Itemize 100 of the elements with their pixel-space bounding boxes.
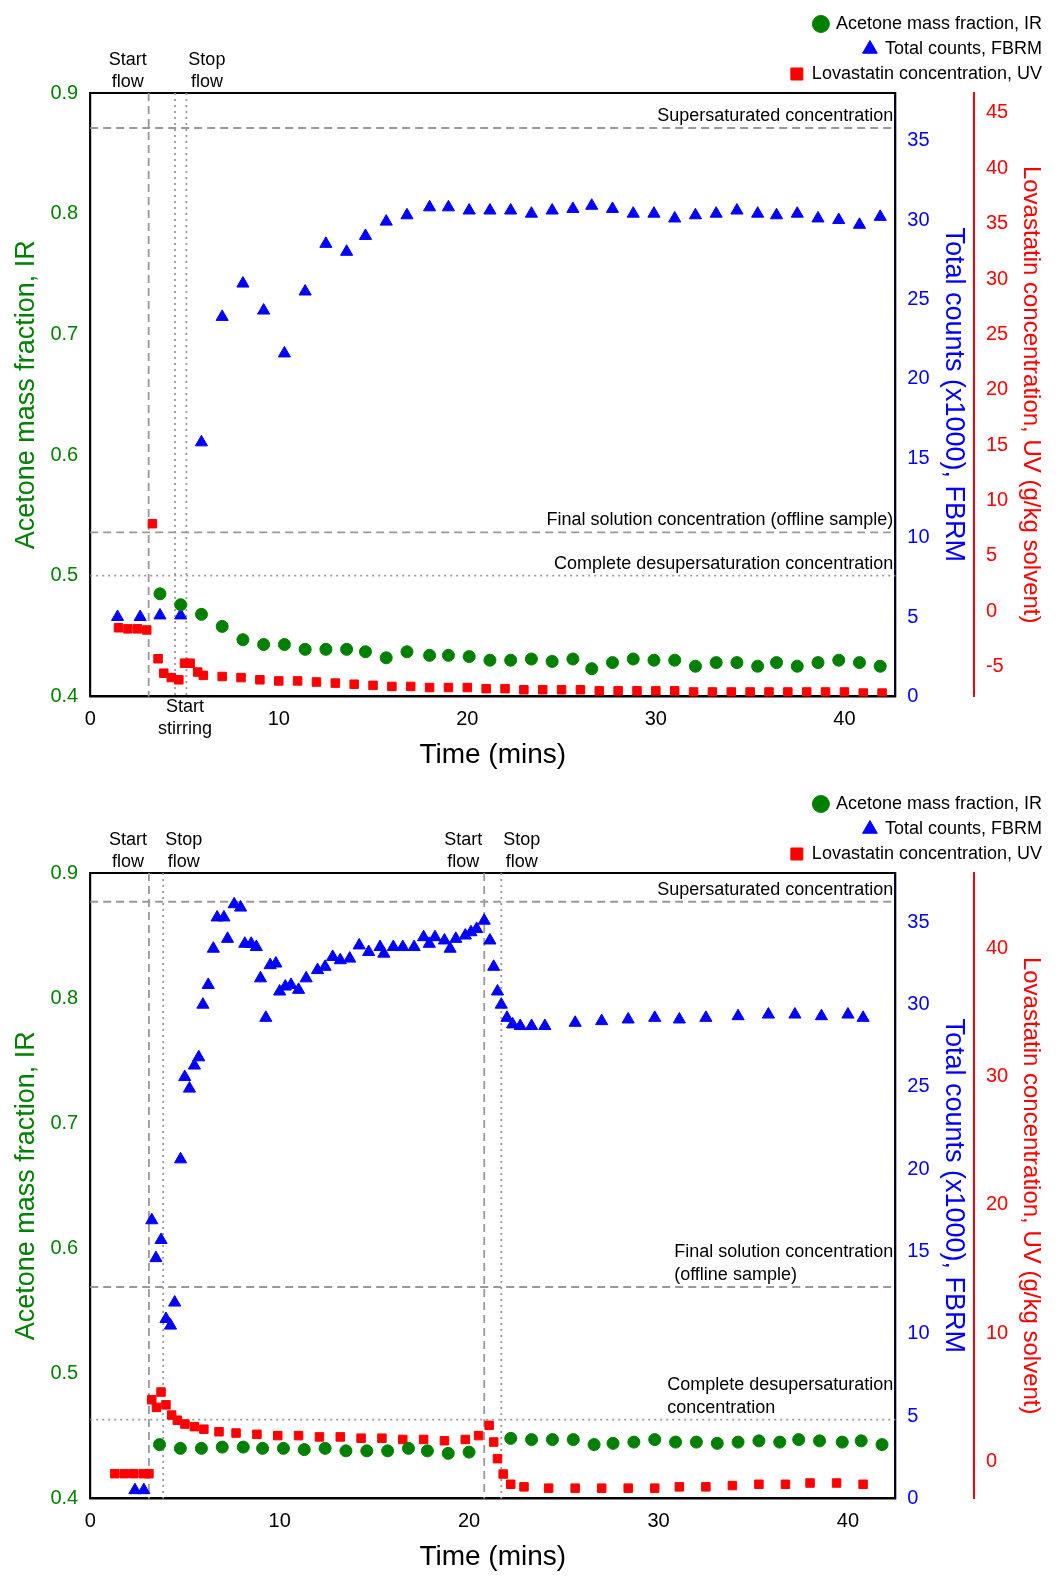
point [129,1468,139,1479]
y2-tick-label: 10 [907,1321,930,1344]
point [199,1424,209,1434]
ref-line-label: Start flow [108,828,147,871]
point [194,607,208,621]
y2-tick-label: 35 [907,128,930,151]
point [439,1435,450,1446]
point [123,624,133,634]
point [811,656,825,670]
point [110,1468,120,1479]
y3-tick-label: 40 [985,936,1009,959]
point [649,1483,660,1493]
point [488,1437,499,1447]
point [358,228,373,240]
point [340,244,354,256]
point [215,309,229,321]
y2-axis-title: Total counts (x1000), FBRM [940,1018,971,1354]
legend-label: Acetone mass fraction, IR [835,792,1043,813]
y3-tick-label: 20 [985,1192,1009,1215]
y3-tick-label: 35 [985,211,1009,234]
point [441,648,455,662]
point [877,688,887,697]
point [217,671,227,682]
point [566,652,580,666]
point [292,676,303,686]
y-tick-label: 0.6 [50,442,79,465]
point [575,685,586,695]
point [852,217,867,229]
y3-tick-label: 30 [985,1064,1009,1087]
point [858,1479,868,1490]
point [832,653,846,667]
point [174,598,188,612]
point [545,203,559,215]
point [156,1387,166,1397]
point [730,656,744,670]
point [398,1434,408,1445]
y-tick-label: 0.5 [50,1360,79,1383]
point [839,687,850,697]
point [236,672,246,683]
point [504,653,518,667]
ref-line-label: Start flow [108,48,147,91]
point [688,659,702,673]
point [730,203,744,215]
point [387,681,397,692]
point [481,683,491,694]
y-tick-label: 0.8 [50,201,79,224]
point [358,645,372,659]
point [556,685,567,695]
point [852,656,866,670]
y3-tick-label: 0 [985,598,998,621]
point [623,1483,633,1493]
y2-tick-label: 5 [907,1403,919,1426]
ref-line-label: Supersaturated concentration [657,104,894,125]
point [820,687,831,697]
point [626,652,640,666]
y2-tick-label: 15 [907,445,930,468]
point [161,1400,171,1410]
y2-tick-label: 30 [907,207,930,230]
point [319,642,333,656]
point [801,687,812,697]
point [400,207,414,220]
point [119,1468,130,1479]
point [506,1479,516,1490]
y-tick-label: 0.9 [50,860,79,883]
point [423,199,437,212]
point [311,677,322,687]
point [790,206,804,218]
point [147,1394,157,1405]
point [537,685,548,695]
point [151,1402,162,1413]
legend-label: Acetone mass fraction, IR [835,12,1043,33]
point [144,1468,154,1479]
point [379,214,393,226]
y3-tick-label: 20 [985,377,1009,400]
point [133,609,147,622]
y3-tick-label: 30 [985,266,1009,289]
point [277,638,291,652]
y2-tick-label: 5 [907,604,919,627]
point [688,687,699,697]
point [132,624,143,634]
y-tick-label: 0.7 [50,1110,79,1133]
y-axis-title: Acetone mass fraction, IR [9,1031,40,1341]
point [669,686,680,696]
y3-tick-label: 10 [985,487,1009,510]
point [462,203,476,215]
point [194,434,209,447]
point [770,656,784,670]
y-tick-label: 0.9 [50,80,79,103]
point [745,687,755,697]
point [831,1478,842,1488]
point [764,687,774,697]
point [460,1434,471,1445]
point [701,1482,711,1492]
y3-axis-title: Lovastatin concentration, UV (g/kg solvent) [1018,165,1046,624]
point [483,653,497,667]
ref-line-label: Final solution concentration (offline sample) [546,509,894,530]
ref-line-label: Start flow [444,828,483,871]
point [113,623,124,633]
y3-tick-label: -5 [985,654,1004,677]
point [356,1433,366,1443]
